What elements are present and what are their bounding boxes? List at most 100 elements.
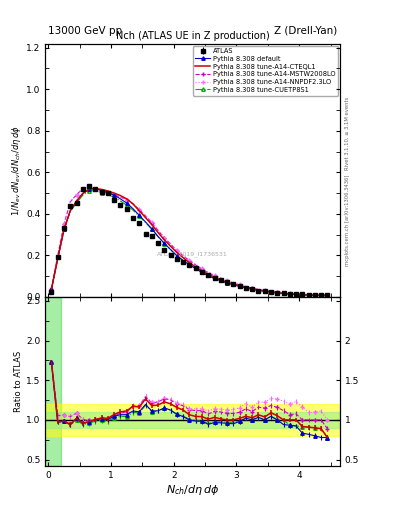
Pythia 8.308 tune-CUETP8S1 [312, 292, 317, 298]
Pythia 8.308 tune-A14-NNPDF2.3LO [300, 291, 305, 297]
Text: Rivet 3.1.10, ≥ 3.1M events: Rivet 3.1.10, ≥ 3.1M events [345, 96, 350, 170]
Pythia 8.308 default [281, 291, 286, 297]
Pythia 8.308 tune-A14-CTEQL1 [124, 196, 129, 202]
Pythia 8.308 default [300, 292, 305, 298]
Pythia 8.308 tune-A14-CTEQL1 [62, 226, 66, 232]
Pythia 8.308 tune-A14-MSTW2008LO [124, 197, 129, 203]
Pythia 8.308 tune-CUETP8S1 [118, 198, 123, 204]
Pythia 8.308 tune-A14-MSTW2008LO [319, 292, 323, 298]
Pythia 8.308 tune-A14-CTEQL1 [130, 201, 135, 207]
Pythia 8.308 tune-A14-NNPDF2.3LO [149, 219, 154, 225]
Legend: ATLAS, Pythia 8.308 default, Pythia 8.308 tune-A14-CTEQL1, Pythia 8.308 tune-A14: ATLAS, Pythia 8.308 default, Pythia 8.30… [193, 46, 338, 96]
Pythia 8.308 tune-A14-NNPDF2.3LO [124, 197, 129, 203]
Pythia 8.308 tune-A14-NNPDF2.3LO [81, 185, 85, 191]
Line: Pythia 8.308 tune-A14-CTEQL1: Pythia 8.308 tune-A14-CTEQL1 [51, 188, 327, 295]
Pythia 8.308 default [225, 280, 230, 286]
Pythia 8.308 tune-A14-MSTW2008LO [212, 273, 217, 279]
Pythia 8.308 tune-A14-NNPDF2.3LO [312, 292, 317, 298]
Pythia 8.308 tune-A14-MSTW2008LO [268, 288, 273, 294]
Pythia 8.308 default [174, 253, 179, 259]
Pythia 8.308 tune-A14-CTEQL1 [193, 264, 198, 270]
Pythia 8.308 tune-A14-CTEQL1 [268, 289, 273, 295]
Pythia 8.308 default [181, 258, 185, 264]
Pythia 8.308 default [62, 226, 66, 232]
Pythia 8.308 default [55, 255, 60, 262]
Pythia 8.308 tune-CUETP8S1 [143, 220, 148, 226]
Pythia 8.308 tune-CUETP8S1 [294, 291, 298, 297]
Y-axis label: Ratio to ATLAS: Ratio to ATLAS [14, 351, 23, 412]
Pythia 8.308 tune-A14-NNPDF2.3LO [294, 291, 298, 297]
Pythia 8.308 tune-CUETP8S1 [268, 289, 273, 295]
Pythia 8.308 tune-A14-NNPDF2.3LO [237, 282, 242, 288]
Pythia 8.308 tune-CUETP8S1 [168, 246, 173, 252]
Pythia 8.308 default [74, 198, 79, 204]
Pythia 8.308 tune-A14-NNPDF2.3LO [256, 286, 261, 292]
Pythia 8.308 default [206, 273, 211, 279]
Pythia 8.308 tune-A14-MSTW2008LO [219, 275, 223, 282]
Pythia 8.308 default [168, 246, 173, 252]
Pythia 8.308 tune-A14-CTEQL1 [325, 292, 330, 298]
Pythia 8.308 tune-CUETP8S1 [287, 291, 292, 297]
Pythia 8.308 tune-CUETP8S1 [263, 288, 267, 294]
Text: 13000 GeV pp: 13000 GeV pp [48, 26, 122, 36]
Pythia 8.308 tune-A14-CTEQL1 [137, 208, 141, 214]
Pythia 8.308 tune-A14-NNPDF2.3LO [250, 285, 255, 291]
Pythia 8.308 tune-A14-NNPDF2.3LO [287, 290, 292, 296]
Pythia 8.308 tune-A14-MSTW2008LO [49, 286, 54, 292]
Pythia 8.308 tune-A14-NNPDF2.3LO [174, 247, 179, 253]
Pythia 8.308 tune-A14-NNPDF2.3LO [225, 278, 230, 284]
Pythia 8.308 tune-A14-MSTW2008LO [300, 291, 305, 297]
Pythia 8.308 tune-CUETP8S1 [244, 285, 248, 291]
Pythia 8.308 default [156, 233, 160, 240]
Pythia 8.308 tune-A14-MSTW2008LO [193, 262, 198, 268]
Pythia 8.308 tune-A14-CTEQL1 [106, 188, 110, 194]
Y-axis label: $1/N_{ev}\,dN_{ev}/dN_{ch}/d\eta\,d\phi$: $1/N_{ev}\,dN_{ev}/dN_{ch}/d\eta\,d\phi$ [10, 125, 23, 216]
Pythia 8.308 tune-CUETP8S1 [193, 265, 198, 271]
Pythia 8.308 tune-CUETP8S1 [74, 200, 79, 206]
Pythia 8.308 default [149, 226, 154, 232]
Pythia 8.308 default [112, 192, 117, 198]
Pythia 8.308 tune-A14-CTEQL1 [231, 281, 236, 287]
Pythia 8.308 tune-A14-NNPDF2.3LO [87, 184, 92, 190]
Pythia 8.308 tune-A14-MSTW2008LO [263, 287, 267, 293]
Pythia 8.308 tune-A14-MSTW2008LO [106, 189, 110, 196]
Pythia 8.308 tune-A14-CTEQL1 [281, 290, 286, 296]
Pythia 8.308 tune-A14-CTEQL1 [312, 292, 317, 298]
Pythia 8.308 default [319, 292, 323, 298]
Pythia 8.308 tune-A14-MSTW2008LO [281, 290, 286, 296]
Pythia 8.308 tune-A14-CTEQL1 [263, 288, 267, 294]
Pythia 8.308 tune-CUETP8S1 [231, 282, 236, 288]
Pythia 8.308 tune-A14-NNPDF2.3LO [49, 286, 54, 292]
Pythia 8.308 tune-CUETP8S1 [81, 192, 85, 198]
Pythia 8.308 tune-A14-CTEQL1 [162, 237, 167, 243]
Pythia 8.308 tune-A14-CTEQL1 [149, 222, 154, 228]
Pythia 8.308 default [325, 292, 330, 298]
Pythia 8.308 tune-A14-NNPDF2.3LO [200, 265, 204, 271]
Pythia 8.308 default [237, 283, 242, 289]
Pythia 8.308 tune-A14-NNPDF2.3LO [206, 269, 211, 275]
Pythia 8.308 tune-A14-CTEQL1 [118, 193, 123, 199]
Pythia 8.308 default [81, 190, 85, 197]
Pythia 8.308 tune-A14-MSTW2008LO [174, 248, 179, 254]
Pythia 8.308 tune-A14-MSTW2008LO [275, 289, 279, 295]
Pythia 8.308 default [231, 282, 236, 288]
Pythia 8.308 tune-A14-MSTW2008LO [137, 207, 141, 213]
Pythia 8.308 tune-A14-MSTW2008LO [81, 185, 85, 191]
Pythia 8.308 tune-CUETP8S1 [187, 262, 192, 268]
Pythia 8.308 tune-A14-NNPDF2.3LO [74, 191, 79, 198]
Pythia 8.308 tune-A14-CTEQL1 [74, 198, 79, 204]
Pythia 8.308 default [200, 269, 204, 275]
Pythia 8.308 tune-A14-NNPDF2.3LO [325, 292, 330, 298]
Bar [45, 412, 340, 428]
Pythia 8.308 tune-A14-NNPDF2.3LO [62, 221, 66, 227]
Pythia 8.308 tune-CUETP8S1 [156, 233, 160, 240]
Pythia 8.308 default [306, 292, 311, 298]
Pythia 8.308 tune-A14-NNPDF2.3LO [130, 200, 135, 206]
Pythia 8.308 tune-A14-MSTW2008LO [312, 292, 317, 298]
Pythia 8.308 tune-A14-CTEQL1 [219, 277, 223, 283]
Pythia 8.308 tune-CUETP8S1 [200, 269, 204, 275]
Pythia 8.308 tune-A14-NNPDF2.3LO [306, 291, 311, 297]
Text: Z (Drell-Yan): Z (Drell-Yan) [274, 26, 337, 36]
Pythia 8.308 tune-A14-NNPDF2.3LO [137, 206, 141, 212]
Pythia 8.308 tune-CUETP8S1 [124, 202, 129, 208]
